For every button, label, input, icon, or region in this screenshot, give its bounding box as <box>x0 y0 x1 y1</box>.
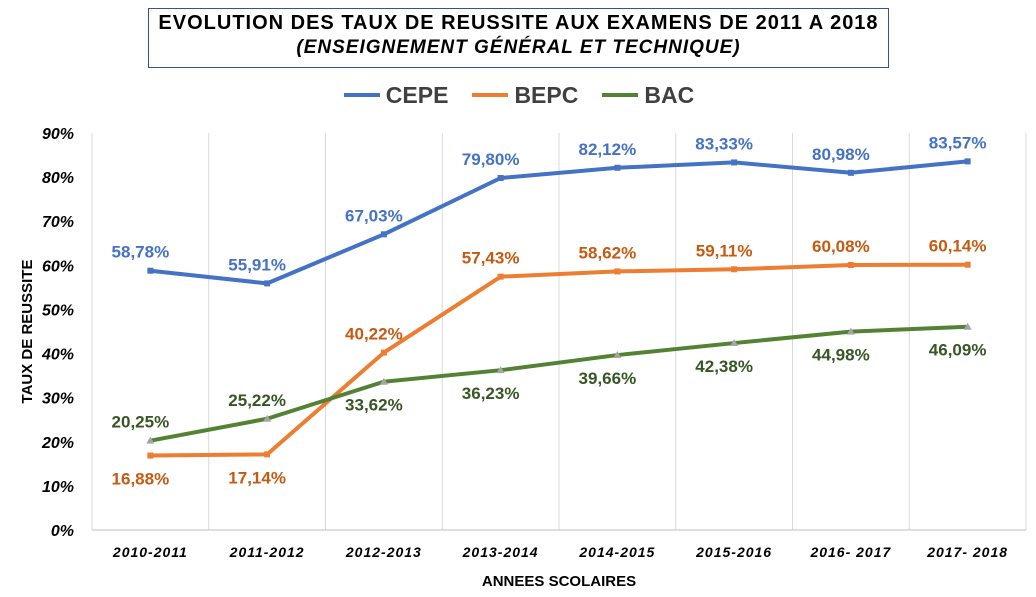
data-label-cepe: 79,80% <box>462 150 520 169</box>
chart-legend: CEPE BEPC BAC <box>0 80 1036 110</box>
data-label-cepe: 82,12% <box>579 140 637 159</box>
series-line-bac <box>148 324 970 443</box>
series-line-cepe <box>148 159 970 286</box>
data-label-cepe: 67,03% <box>345 206 403 225</box>
legend-swatch-bac <box>602 93 639 97</box>
data-point-bac <box>613 351 622 359</box>
x-tick-label: 2016- 2017 <box>809 544 891 560</box>
x-tick-label: 2014-2015 <box>578 544 655 560</box>
x-tick-label: 2015-2016 <box>695 544 772 560</box>
legend-item-bepc: BEPC <box>470 82 578 109</box>
y-tick-label: 80% <box>42 170 74 187</box>
data-point-cepe <box>497 174 504 181</box>
x-tick-label: 2012-2013 <box>345 544 422 560</box>
chart-subtitle: (ENSEIGNEMENT GÉNÉRAL ET TECHNIQUE) <box>296 37 741 58</box>
y-tick-label: 0% <box>51 523 74 540</box>
y-tick-label: 90% <box>42 126 74 143</box>
data-label-bepc: 59,11% <box>696 241 753 260</box>
data-point-bepc <box>731 266 738 273</box>
legend-item-cepe: CEPE <box>342 81 449 109</box>
series-line-bepc <box>148 262 970 458</box>
data-point-cepe <box>847 169 854 176</box>
x-tick-label: 2013-2014 <box>462 544 539 560</box>
data-point-bac <box>730 339 739 347</box>
data-point-bac <box>846 327 855 335</box>
chart-title-box: EVOLUTION DES TAUX DE REUSSITE AUX EXAME… <box>148 8 889 68</box>
data-label-bac: 44,98% <box>812 346 870 365</box>
data-label-bepc: 60,14% <box>929 237 987 256</box>
data-point-cepe <box>380 231 387 238</box>
y-tick-label: 60% <box>42 258 74 275</box>
data-point-bac <box>963 322 972 330</box>
data-point-bepc <box>264 451 271 458</box>
legend-swatch-bepc <box>472 93 509 97</box>
data-point-cepe <box>964 158 971 165</box>
data-label-bepc: 17,14% <box>228 468 286 487</box>
data-label-bac: 46,09% <box>929 341 987 360</box>
y-tick-label: 20% <box>41 435 74 452</box>
data-label-bac: 20,25% <box>112 413 170 432</box>
data-label-bac: 36,23% <box>462 384 520 403</box>
data-label-bepc: 60,08% <box>812 237 870 256</box>
data-label-cepe: 83,33% <box>695 134 753 153</box>
data-label-cepe: 58,78% <box>112 243 170 262</box>
y-tick-label: 40% <box>41 347 74 364</box>
data-point-cepe <box>731 159 738 166</box>
data-label-bac: 25,22% <box>228 391 286 410</box>
data-point-bepc <box>847 261 854 268</box>
data-point-bepc <box>964 261 971 268</box>
data-label-bepc: 40,22% <box>345 325 403 344</box>
data-label-bepc: 16,88% <box>112 470 170 489</box>
legend-swatch-cepe <box>343 93 380 97</box>
x-tick-label: 2010-2011 <box>112 544 188 560</box>
y-tick-label: 50% <box>42 302 74 319</box>
data-point-cepe <box>264 280 271 287</box>
legend-label-bepc: BEPC <box>514 81 579 108</box>
y-tick-label: 70% <box>42 214 74 231</box>
legend-label-bac: BAC <box>644 81 695 108</box>
data-point-bac <box>496 366 505 374</box>
data-point-bac <box>379 377 388 385</box>
data-point-cepe <box>147 267 154 274</box>
data-label-cepe: 83,57% <box>929 133 987 152</box>
data-label-bac: 39,66% <box>579 369 637 388</box>
data-point-bac <box>263 414 272 422</box>
data-label-bac: 33,62% <box>345 396 403 415</box>
x-tick-label: 2011-2012 <box>229 544 305 560</box>
y-tick-label: 10% <box>42 479 74 496</box>
data-point-bepc <box>614 268 621 275</box>
data-label-cepe: 55,91% <box>228 255 286 274</box>
x-tick-label: 2017- 2018 <box>926 544 1008 560</box>
data-point-bac <box>146 436 155 444</box>
chart-title: EVOLUTION DES TAUX DE REUSSITE AUX EXAME… <box>158 12 879 34</box>
data-point-bepc <box>497 273 504 280</box>
data-label-bepc: 57,43% <box>462 249 520 268</box>
data-point-bepc <box>147 452 154 459</box>
y-tick-label: 30% <box>42 391 74 408</box>
data-point-bepc <box>380 349 387 356</box>
data-point-cepe <box>614 164 621 171</box>
y-axis-title: TAUX DE REUSSITE <box>19 260 36 404</box>
data-label-cepe: 80,98% <box>812 145 870 164</box>
data-label-bepc: 58,62% <box>579 243 637 262</box>
x-axis-title: ANNEES SCOLAIRES <box>482 573 636 590</box>
data-label-bac: 42,38% <box>695 357 753 376</box>
legend-label-cepe: CEPE <box>385 81 449 108</box>
legend-item-bac: BAC <box>600 82 694 109</box>
